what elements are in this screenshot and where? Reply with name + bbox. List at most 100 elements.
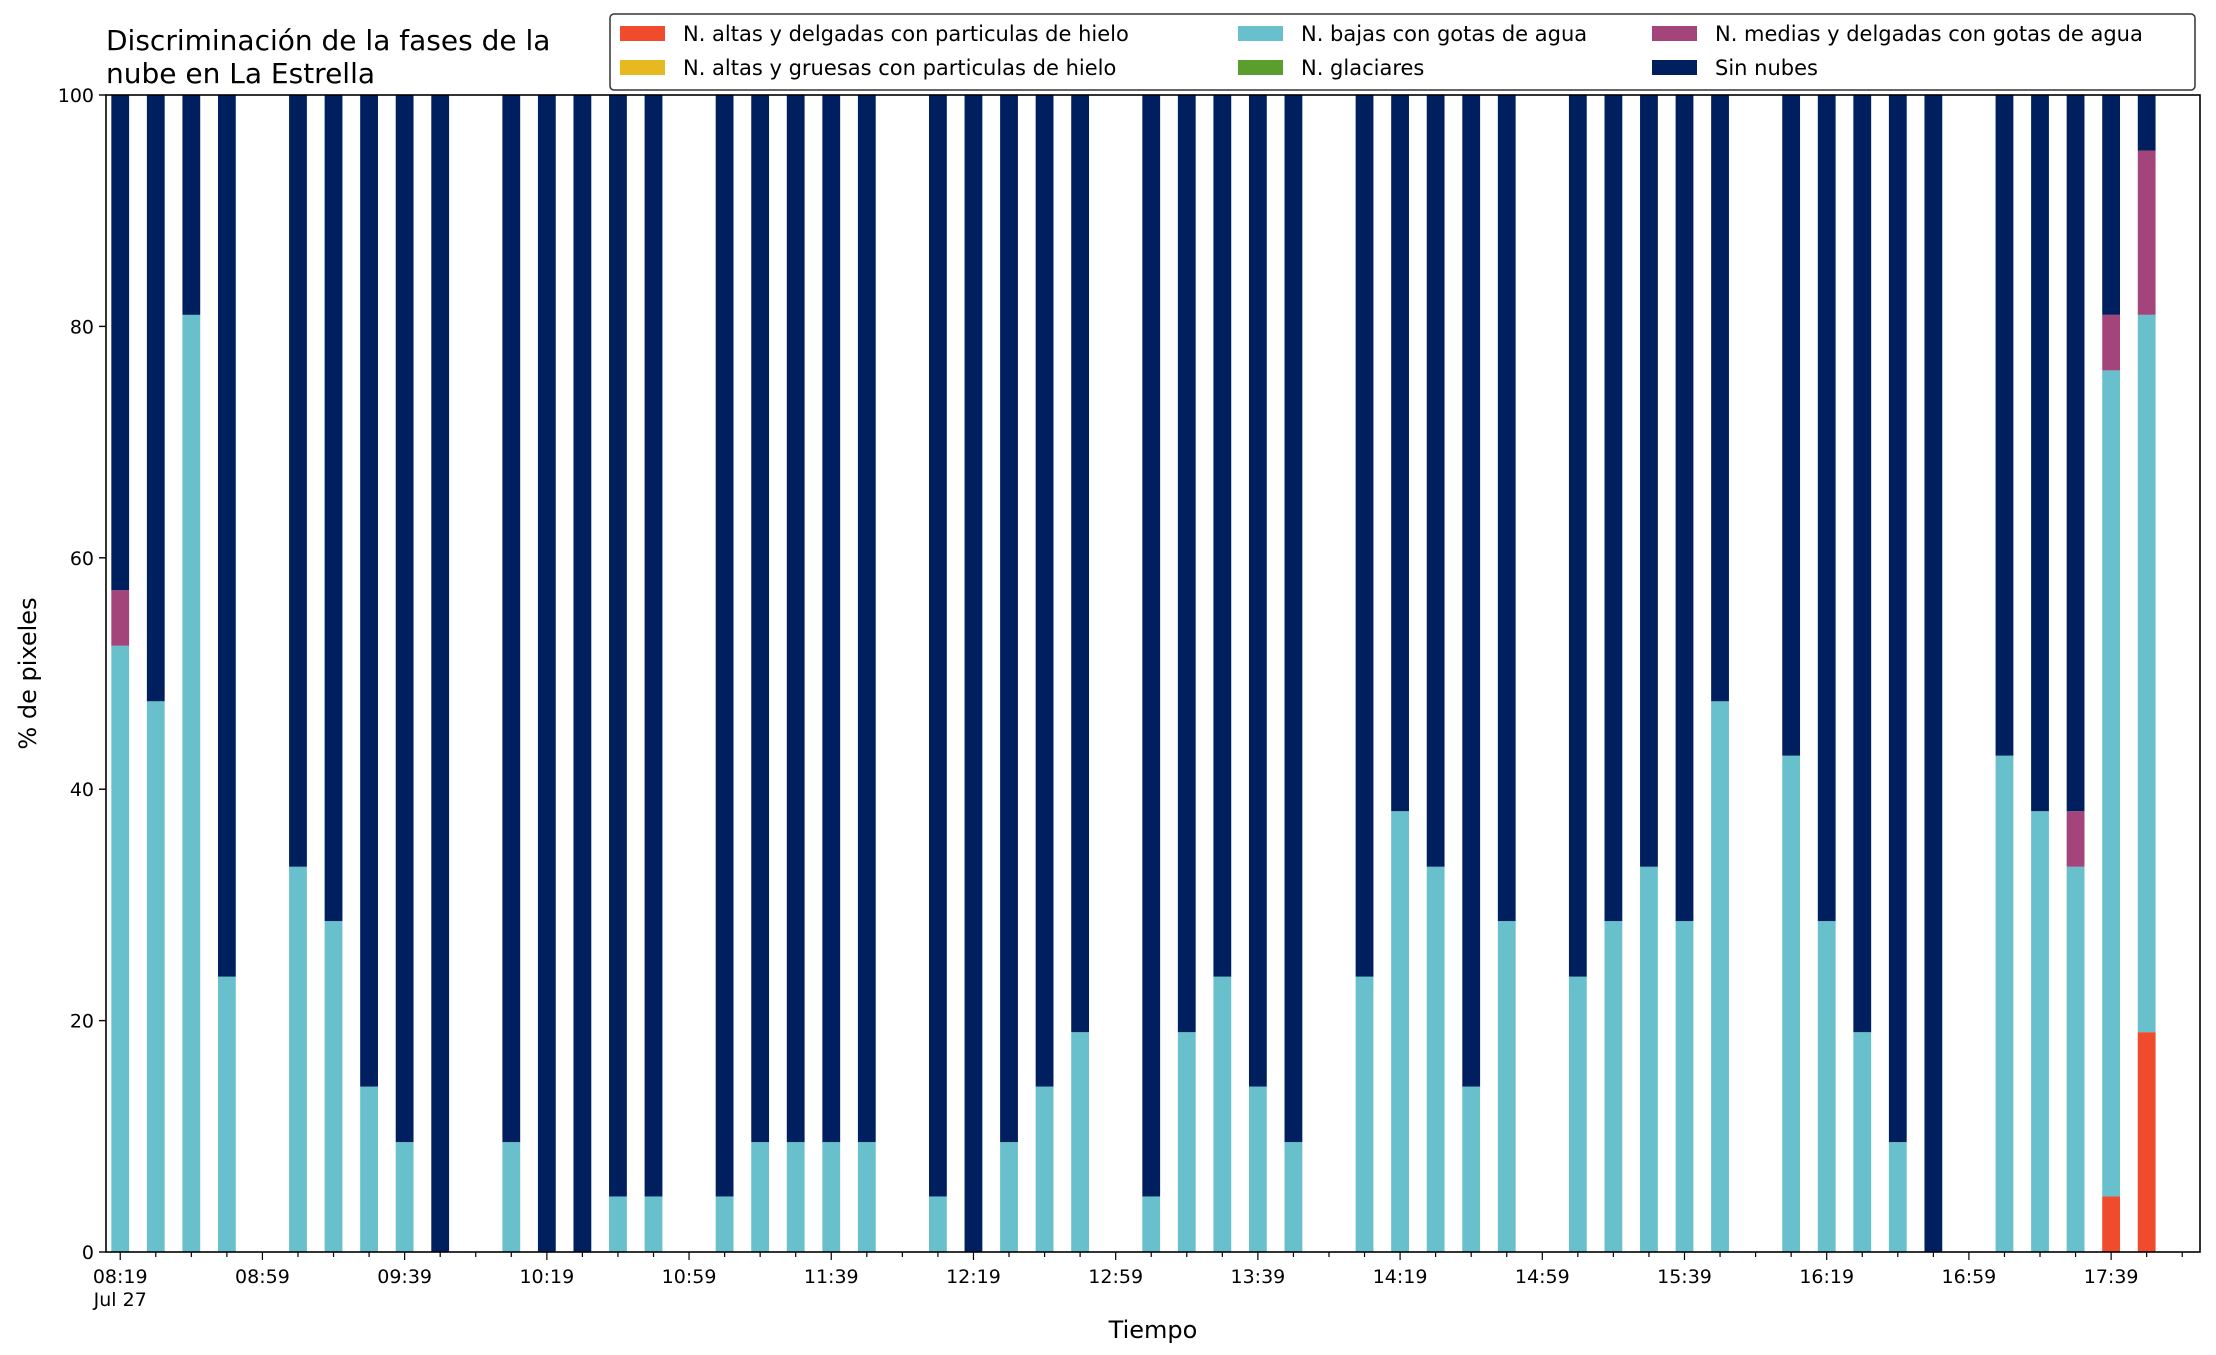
bar-segment-n-medias-y-delgadas-con-gotas-de-agua [2137,150,2156,315]
bar-segment-n-bajas-con-gotas-de-agua [1640,866,1658,1252]
bar-stack [1568,95,1587,1252]
bar-stack [431,95,450,1252]
bar-segment-n-bajas-con-gotas-de-agua [929,1196,947,1252]
bar-segment-sin-nubes [182,95,201,315]
bar-segment-sin-nubes [929,95,947,1197]
bar-segment-n-bajas-con-gotas-de-agua [1604,921,1623,1252]
legend-item-n-medias-y-delgadas-con-gotas-de-agua: N. medias y delgadas con gotas de agua [1652,22,2143,46]
bar-segment-n-bajas-con-gotas-de-agua [609,1196,627,1252]
bar-segment-sin-nubes [822,95,841,1143]
bar-stack [1711,95,1729,1252]
bar-stack [929,95,947,1252]
bar-stack [1000,95,1018,1252]
bar-stack [217,95,236,1252]
bar-stack [1924,95,1943,1252]
legend-label: N. bajas con gotas de agua [1301,22,1587,46]
legend-label: N. altas y delgadas con particulas de hi… [683,22,1129,46]
bar-segment-n-bajas-con-gotas-de-agua [2031,811,2049,1252]
plot-area [105,94,2201,1253]
bar-stack [1462,95,1481,1252]
bar-stack [1071,95,1090,1252]
bar-segment-sin-nubes [217,95,236,977]
bar-segment-n-bajas-con-gotas-de-agua [1142,1196,1161,1252]
bar-segment-sin-nubes [715,95,734,1197]
bar-segment-n-bajas-con-gotas-de-agua [502,1142,521,1252]
bar-stack [1675,95,1694,1252]
bar-segment-sin-nubes [111,95,130,591]
bar-stack [1782,95,1801,1252]
legend-item-n-altas-y-gruesas-con-particulas-de-hielo: N. altas y gruesas con particulas de hie… [620,56,1116,80]
x-tick-label: 10:19 [519,1266,574,1288]
bar-stack [822,95,841,1252]
bar-segment-sin-nubes [1142,95,1161,1197]
bar-segment-n-bajas-con-gotas-de-agua [182,314,201,1253]
x-tick-label: 17:39 [2084,1266,2139,1288]
bar-segment-n-bajas-con-gotas-de-agua [1391,811,1409,1252]
bar-stack [537,95,556,1252]
bar-segment-n-bajas-con-gotas-de-agua [1711,701,1729,1252]
bar-segment-n-medias-y-delgadas-con-gotas-de-agua [2066,811,2085,867]
x-tick-label: 09:39 [377,1266,432,1288]
bar-segment-sin-nubes [502,95,521,1143]
bar-stack [751,95,770,1252]
bar-stack [1177,95,1196,1252]
x-tick-label: 11:39 [804,1266,859,1288]
bar-segment-sin-nubes [1426,95,1445,867]
bar-stack [715,95,734,1252]
bar-segment-sin-nubes [146,95,165,702]
bar-segment-sin-nubes [1568,95,1587,977]
x-tick-label: 16:19 [1799,1266,1854,1288]
bar-segment-n-medias-y-delgadas-con-gotas-de-agua [2102,314,2121,371]
bar-segment-n-bajas-con-gotas-de-agua [644,1196,663,1252]
bar-segment-sin-nubes [1782,95,1801,756]
bar-segment-n-bajas-con-gotas-de-agua [822,1142,841,1252]
x-tick-label: 08:19 [93,1266,148,1288]
bar-stack [111,95,130,1252]
legend-label: N. glaciares [1301,56,1424,80]
bar-segment-n-bajas-con-gotas-de-agua [2102,370,2121,1197]
bar-segment-sin-nubes [857,95,876,1143]
chart-title: Discriminación de la fases de la nube en… [106,24,550,90]
bar-stack [360,95,378,1252]
bar-segment-sin-nubes [964,95,983,1252]
bar-segment-n-bajas-con-gotas-de-agua [1426,866,1445,1252]
legend-swatch [1238,26,1283,41]
legend-swatch [1238,60,1283,75]
bar-segment-n-bajas-con-gotas-de-agua [1213,976,1232,1252]
bar-segment-n-bajas-con-gotas-de-agua [1035,1086,1054,1252]
bar-segment-n-bajas-con-gotas-de-agua [1568,976,1587,1252]
bar-segment-n-bajas-con-gotas-de-agua [1248,1086,1267,1252]
y-axis: 0 20 40 60 80 100 [58,85,106,1264]
bar-segment-n-bajas-con-gotas-de-agua [217,976,236,1252]
y-tick-label: 80 [70,316,94,338]
bar-segment-n-bajas-con-gotas-de-agua [1497,921,1516,1252]
bar-segment-sin-nubes [786,95,805,1143]
bar-stack [1604,95,1623,1252]
legend-label: N. altas y gruesas con particulas de hie… [683,56,1116,80]
bar-segment-n-bajas-con-gotas-de-agua [111,645,130,1252]
bar-segment-sin-nubes [1355,95,1374,977]
y-tick-label: 0 [82,1242,94,1264]
bar-segment-sin-nubes [1604,95,1623,922]
bar-segment-n-bajas-con-gotas-de-agua [289,866,307,1252]
bar-segment-sin-nubes [1817,95,1836,922]
bar-segment-sin-nubes [573,95,592,1252]
bar-stack [182,95,201,1253]
bar-segment-sin-nubes [609,95,627,1197]
bar-stack [324,95,343,1252]
bar-segment-n-bajas-con-gotas-de-agua [1675,921,1694,1252]
legend-box [609,13,2196,91]
legend-item-n-glaciares: N. glaciares [1238,56,1424,80]
x-tick-label: 12:19 [946,1266,1001,1288]
bar-stacks [111,95,2156,1253]
legend-item-n-bajas-con-gotas-de-agua: N. bajas con gotas de agua [1238,22,1587,46]
bar-segment-n-bajas-con-gotas-de-agua [1782,755,1801,1252]
bar-stack [1391,95,1409,1252]
bar-stack [502,95,521,1252]
bar-segment-sin-nubes [644,95,663,1197]
bar-segment-n-bajas-con-gotas-de-agua [1888,1142,1907,1252]
bar-segment-sin-nubes [1888,95,1907,1143]
bar-segment-sin-nubes [1248,95,1267,1087]
bar-segment-sin-nubes [2066,95,2085,812]
y-tick-label: 100 [58,85,94,107]
